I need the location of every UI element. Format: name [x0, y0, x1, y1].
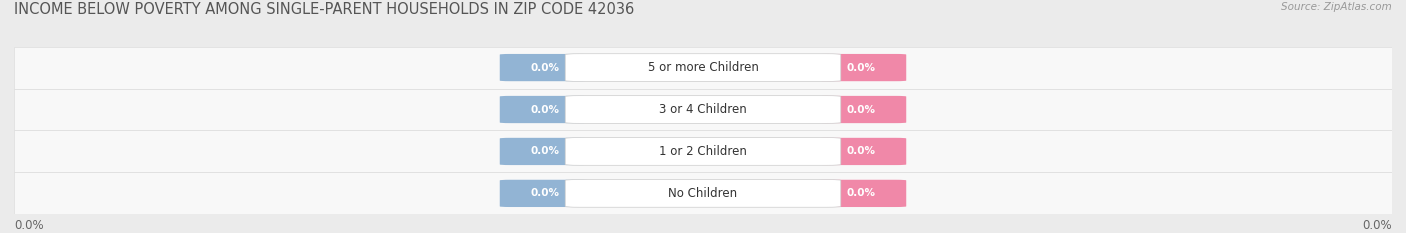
FancyBboxPatch shape: [499, 96, 589, 123]
Text: INCOME BELOW POVERTY AMONG SINGLE-PARENT HOUSEHOLDS IN ZIP CODE 42036: INCOME BELOW POVERTY AMONG SINGLE-PARENT…: [14, 2, 634, 17]
FancyBboxPatch shape: [499, 54, 589, 81]
Text: 0.0%: 0.0%: [846, 147, 876, 156]
Text: 1 or 2 Children: 1 or 2 Children: [659, 145, 747, 158]
Text: 3 or 4 Children: 3 or 4 Children: [659, 103, 747, 116]
FancyBboxPatch shape: [14, 130, 1392, 172]
Text: 0.0%: 0.0%: [530, 105, 560, 114]
FancyBboxPatch shape: [14, 47, 1392, 89]
FancyBboxPatch shape: [565, 96, 841, 123]
Text: 0.0%: 0.0%: [530, 147, 560, 156]
FancyBboxPatch shape: [817, 96, 907, 123]
FancyBboxPatch shape: [499, 180, 589, 207]
FancyBboxPatch shape: [565, 180, 841, 207]
Text: No Children: No Children: [668, 187, 738, 200]
FancyBboxPatch shape: [565, 138, 841, 165]
FancyBboxPatch shape: [14, 172, 1392, 214]
FancyBboxPatch shape: [817, 54, 907, 81]
Text: 0.0%: 0.0%: [846, 63, 876, 72]
Text: 0.0%: 0.0%: [530, 63, 560, 72]
FancyBboxPatch shape: [817, 180, 907, 207]
FancyBboxPatch shape: [565, 54, 841, 81]
Text: 5 or more Children: 5 or more Children: [648, 61, 758, 74]
Text: 0.0%: 0.0%: [1362, 219, 1392, 232]
FancyBboxPatch shape: [14, 89, 1392, 130]
Text: 0.0%: 0.0%: [846, 188, 876, 198]
Text: 0.0%: 0.0%: [14, 219, 44, 232]
FancyBboxPatch shape: [499, 138, 589, 165]
Text: 0.0%: 0.0%: [846, 105, 876, 114]
Text: Source: ZipAtlas.com: Source: ZipAtlas.com: [1281, 2, 1392, 12]
Text: 0.0%: 0.0%: [530, 188, 560, 198]
FancyBboxPatch shape: [817, 138, 907, 165]
